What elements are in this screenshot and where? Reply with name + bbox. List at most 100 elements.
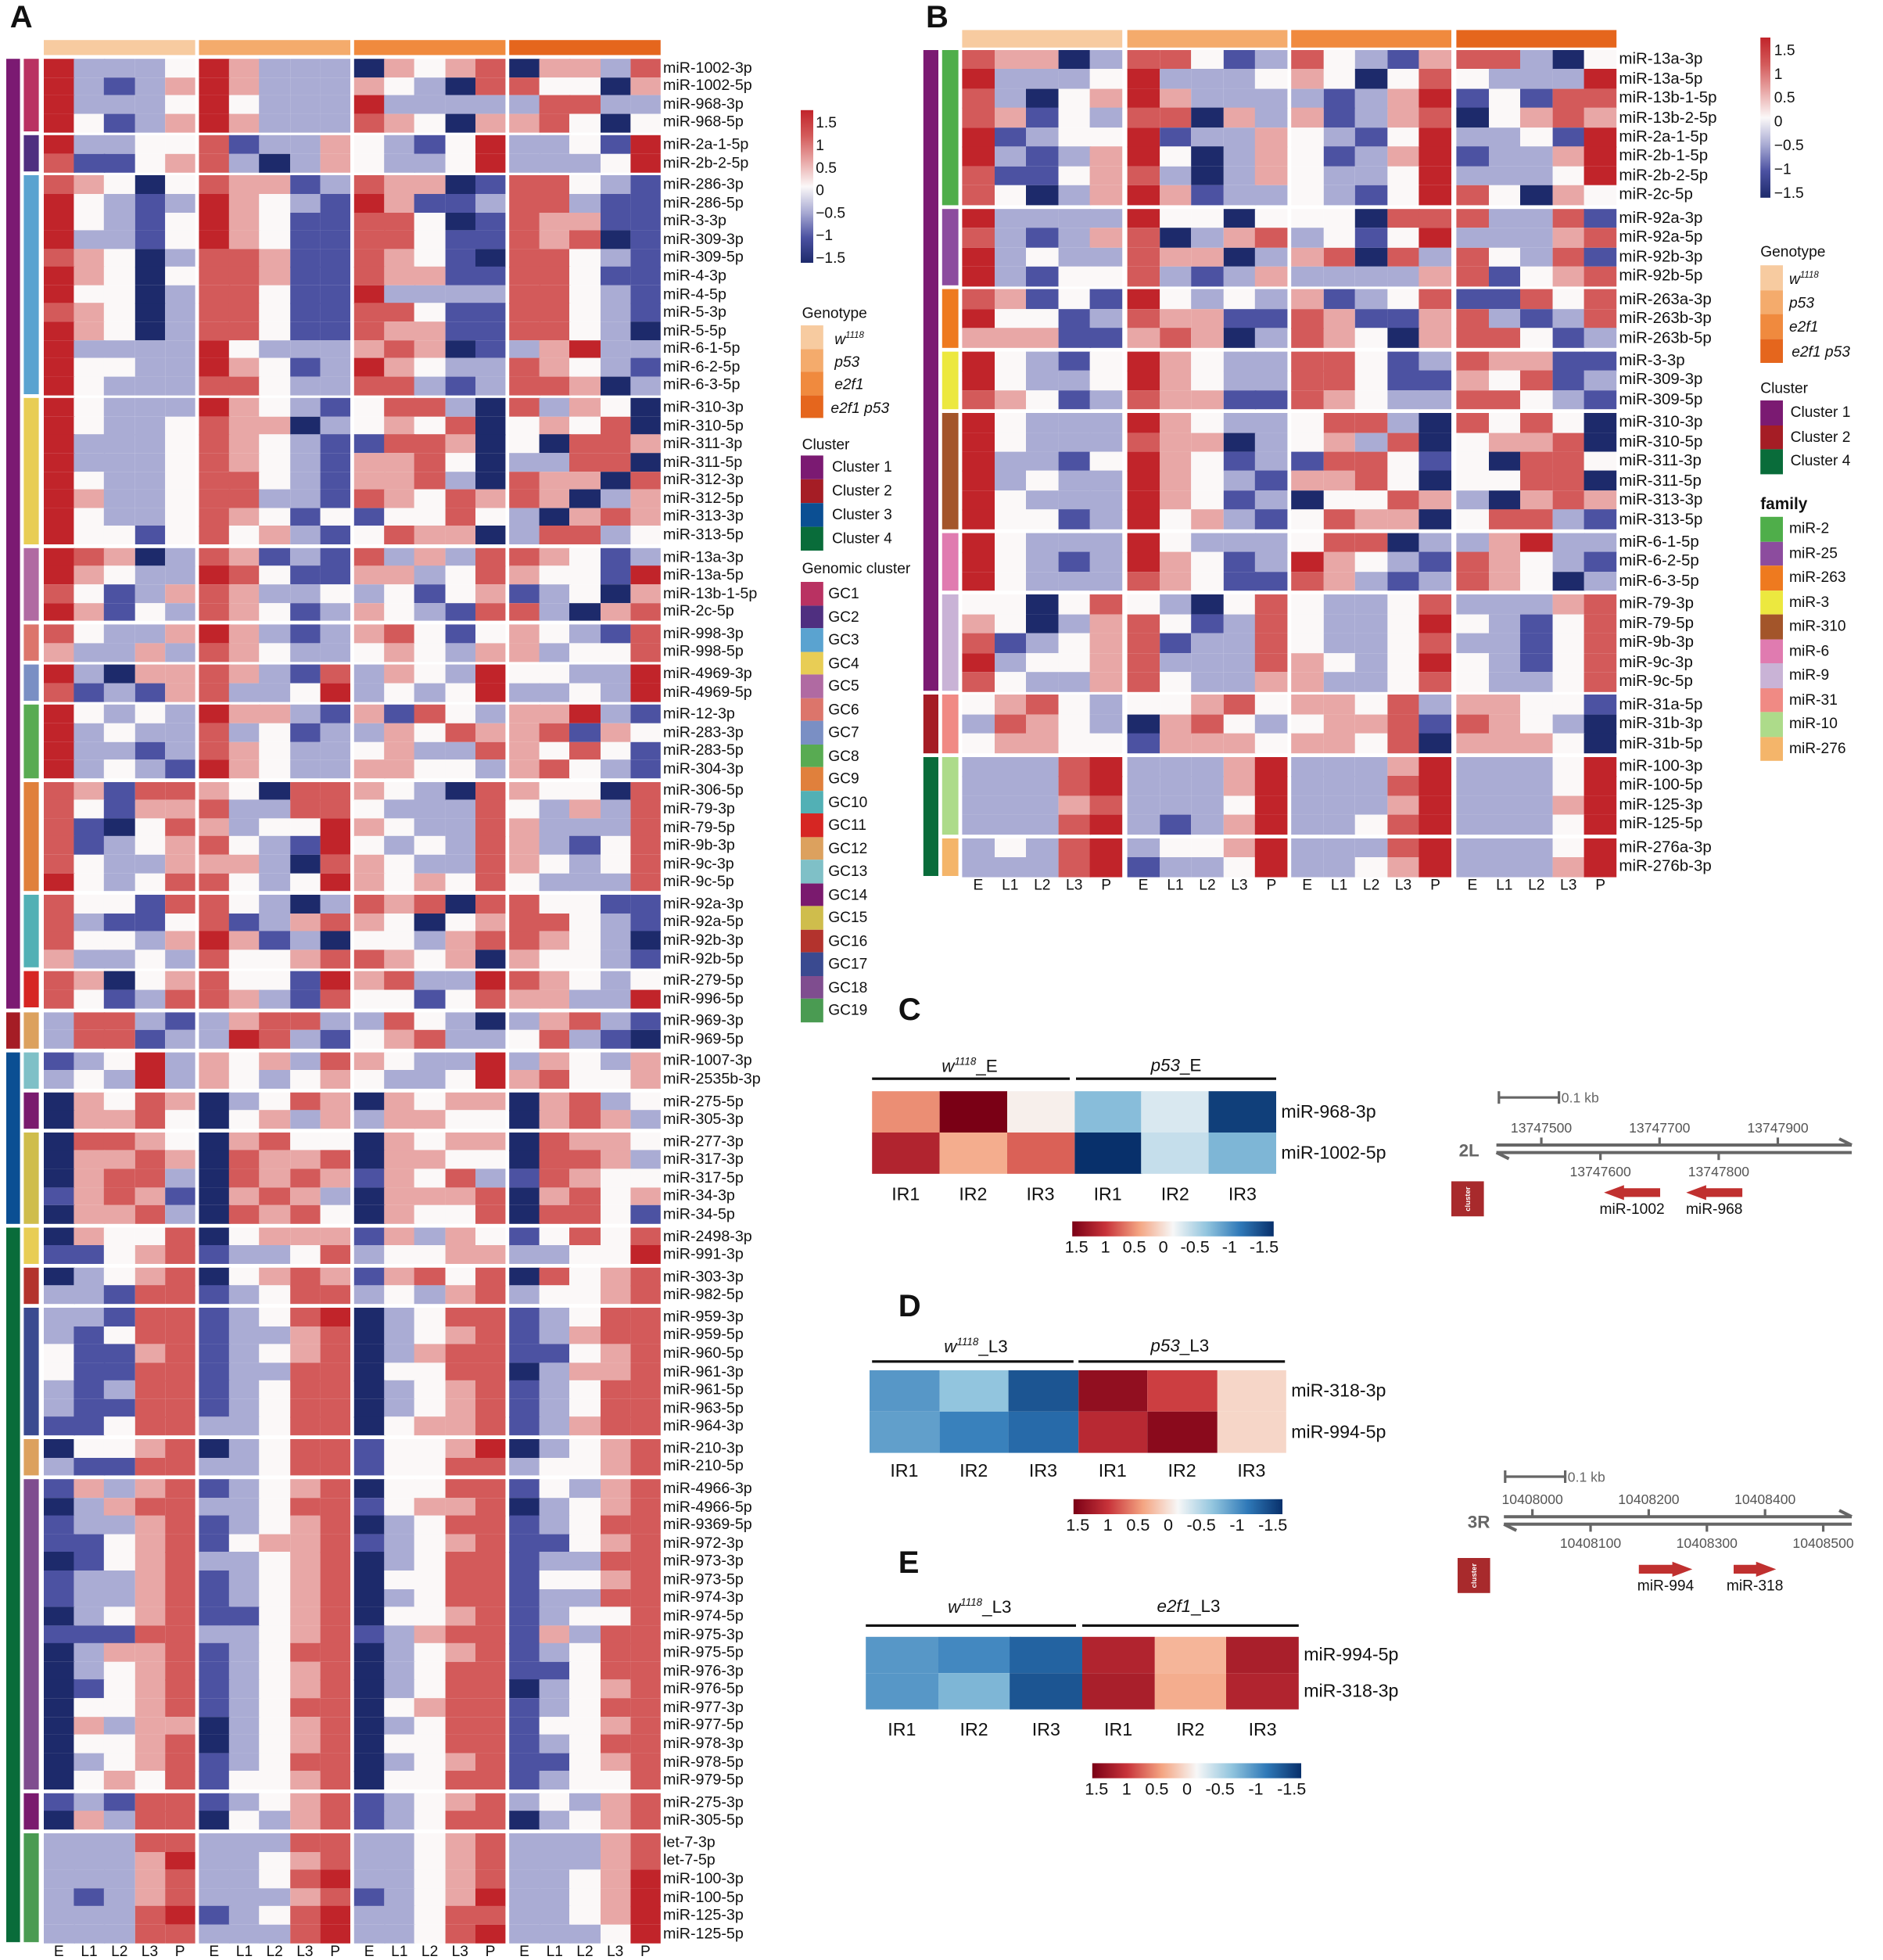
heatmap-cell — [600, 59, 631, 77]
heatmap-cell — [384, 212, 415, 232]
heatmap-cell — [104, 642, 135, 662]
heatmap-cell — [229, 683, 260, 702]
heatmap-cell — [44, 854, 75, 874]
heatmap-cell — [164, 471, 196, 490]
heatmap-cell — [444, 781, 476, 801]
heatmap-cell — [353, 759, 385, 779]
heatmap-cell — [164, 565, 196, 585]
heatmap-cell — [509, 267, 540, 285]
heatmap-cell — [74, 376, 105, 395]
heatmap-cell — [74, 741, 105, 760]
heatmap-cell — [199, 267, 230, 285]
heatmap-cell — [104, 175, 135, 195]
heatmap-cell — [199, 584, 230, 603]
heatmap-cell — [384, 416, 415, 436]
heatmap-cell — [44, 321, 75, 340]
heatmap-cell — [74, 113, 105, 132]
heatmap-cell — [539, 705, 571, 724]
heatmap-cell — [600, 230, 631, 249]
panel-label-e: E — [898, 1545, 920, 1581]
heatmap-cell — [164, 95, 196, 114]
heatmap-cell — [600, 357, 631, 377]
heatmap-cell — [384, 799, 415, 819]
heatmap-cell — [259, 989, 291, 1009]
heatmap-cell — [134, 949, 166, 968]
heatmap-cell — [414, 913, 446, 932]
heatmap-cell — [630, 153, 662, 173]
heatmap-cell — [353, 584, 385, 603]
gc-bar — [23, 664, 39, 702]
heatmap-cell — [600, 799, 631, 819]
heatmap-cell — [259, 854, 291, 874]
heatmap-cell — [444, 989, 476, 1009]
genomic-track: 0.1 kb 3R 10408000 10408200 10408400 10408100… — [1458, 1469, 1854, 1595]
heatmap-cell — [414, 489, 446, 508]
heatmap-cell — [289, 230, 321, 249]
heatmap-cell — [164, 971, 196, 990]
gc-bar — [23, 1011, 39, 1049]
heatmap-cell — [199, 434, 230, 454]
heatmap-cell — [134, 971, 166, 990]
heatmap-cell — [134, 321, 166, 340]
heatmap-cell — [630, 1011, 662, 1031]
heatmap-cell — [164, 1029, 196, 1049]
heatmap-cell — [134, 873, 166, 892]
heatmap-cell — [104, 59, 135, 77]
heatmap-cell — [104, 913, 135, 932]
heatmap-cell — [259, 624, 291, 644]
heatmap-cell — [509, 818, 540, 837]
heatmap-cell — [289, 212, 321, 232]
heatmap-cell — [229, 153, 260, 173]
heatmap-cell — [569, 59, 601, 77]
heatmap-cell — [104, 398, 135, 417]
heatmap-cell — [320, 59, 351, 77]
heatmap-cell — [444, 230, 476, 249]
heatmap-cell — [475, 248, 506, 267]
heatmap-cell — [630, 321, 662, 340]
heatmap-cell — [475, 416, 506, 436]
heatmap-cell — [44, 59, 75, 77]
heatmap-cell — [353, 489, 385, 508]
heatmap-cell — [509, 781, 540, 801]
gc-bar — [23, 59, 39, 132]
heatmap-cell — [509, 895, 540, 914]
heatmap-cell — [104, 781, 135, 801]
heatmap-cell — [229, 193, 260, 213]
heatmap-cell — [509, 584, 540, 603]
heatmap-cell — [539, 434, 571, 454]
heatmap-cell — [229, 508, 260, 526]
heatmap-cell — [74, 59, 105, 77]
heatmap-cell — [320, 416, 351, 436]
heatmap-cell — [199, 705, 230, 724]
heatmap-cell — [320, 1011, 351, 1031]
heatmap-cell — [444, 723, 476, 742]
heatmap-cell — [414, 836, 446, 856]
panel-label-d: D — [898, 1289, 921, 1324]
heatmap-cell — [509, 376, 540, 395]
heatmap-cell — [600, 453, 631, 472]
heatmap-cell — [289, 434, 321, 454]
heatmap-cell — [289, 781, 321, 801]
heatmap-cell — [229, 989, 260, 1009]
heatmap-cell — [134, 895, 166, 914]
heatmap-cell — [475, 471, 506, 490]
heatmap-cell — [569, 434, 601, 454]
heatmap-cell — [475, 723, 506, 742]
heatmap-cell — [539, 77, 571, 96]
heatmap-cell — [353, 357, 385, 377]
heatmap-cell — [104, 526, 135, 545]
heatmap-cell — [44, 248, 75, 267]
heatmap-cell — [320, 781, 351, 801]
row-label: miR-79-5p — [663, 817, 735, 836]
heatmap-cell — [353, 1011, 385, 1031]
heatmap-cell — [104, 267, 135, 285]
heatmap-cell — [444, 489, 476, 508]
heatmap-cell — [134, 153, 166, 173]
heatmap-cell — [444, 854, 476, 874]
heatmap-cell — [44, 705, 75, 724]
heatmap-cell — [569, 321, 601, 340]
heatmap-cell — [569, 584, 601, 603]
heatmap-cell — [600, 434, 631, 454]
heatmap-cell — [509, 77, 540, 96]
heatmap-cell — [229, 664, 260, 684]
